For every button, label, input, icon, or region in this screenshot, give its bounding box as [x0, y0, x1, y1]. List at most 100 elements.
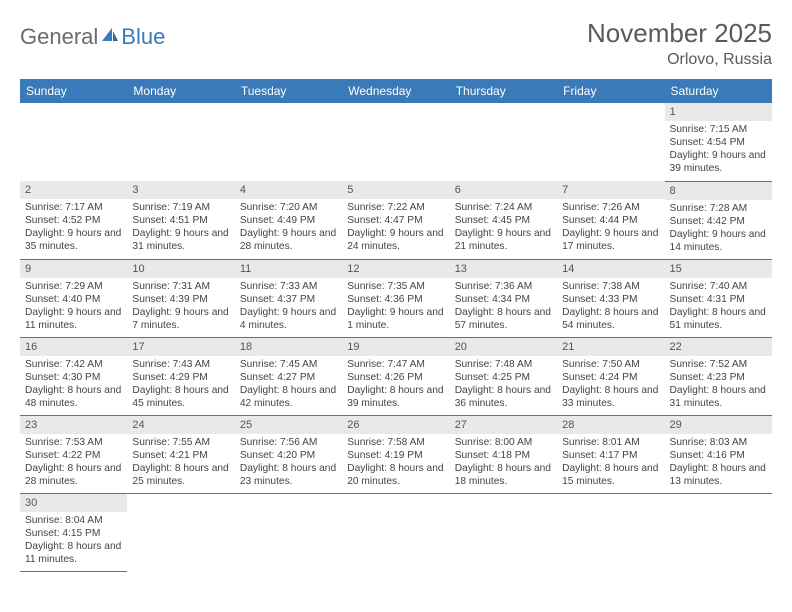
- day-number: 1: [665, 103, 772, 121]
- day-number: 24: [127, 416, 234, 434]
- sunrise-line: Sunrise: 7:31 AM: [132, 280, 229, 293]
- daylight-line: Daylight: 8 hours and 39 minutes.: [347, 384, 444, 410]
- sunset-line: Sunset: 4:49 PM: [240, 214, 337, 227]
- calendar-day: 5Sunrise: 7:22 AMSunset: 4:47 PMDaylight…: [342, 181, 449, 259]
- calendar-week: 9Sunrise: 7:29 AMSunset: 4:40 PMDaylight…: [20, 259, 772, 337]
- sunset-line: Sunset: 4:23 PM: [670, 371, 767, 384]
- sunrise-line: Sunrise: 7:29 AM: [25, 280, 122, 293]
- daylight-line: Daylight: 8 hours and 51 minutes.: [670, 306, 767, 332]
- calendar-table: SundayMondayTuesdayWednesdayThursdayFrid…: [20, 79, 772, 572]
- daylight-line: Daylight: 8 hours and 48 minutes.: [25, 384, 122, 410]
- calendar-day: 22Sunrise: 7:52 AMSunset: 4:23 PMDayligh…: [665, 337, 772, 415]
- sunset-line: Sunset: 4:27 PM: [240, 371, 337, 384]
- day-details: Sunrise: 7:53 AMSunset: 4:22 PMDaylight:…: [20, 434, 127, 492]
- daylight-line: Daylight: 8 hours and 42 minutes.: [240, 384, 337, 410]
- day-number: 13: [450, 260, 557, 278]
- sunset-line: Sunset: 4:19 PM: [347, 449, 444, 462]
- day-header: Sunday: [20, 79, 127, 103]
- daylight-line: Daylight: 8 hours and 57 minutes.: [455, 306, 552, 332]
- logo-text-2: Blue: [121, 24, 165, 50]
- calendar-day: 19Sunrise: 7:47 AMSunset: 4:26 PMDayligh…: [342, 337, 449, 415]
- daylight-line: Daylight: 8 hours and 33 minutes.: [562, 384, 659, 410]
- sunrise-line: Sunrise: 7:35 AM: [347, 280, 444, 293]
- day-number: 11: [235, 260, 342, 278]
- day-number: 9: [20, 260, 127, 278]
- sunset-line: Sunset: 4:17 PM: [562, 449, 659, 462]
- daylight-line: Daylight: 8 hours and 36 minutes.: [455, 384, 552, 410]
- sunset-line: Sunset: 4:37 PM: [240, 293, 337, 306]
- day-details: Sunrise: 7:29 AMSunset: 4:40 PMDaylight:…: [20, 278, 127, 336]
- sunset-line: Sunset: 4:42 PM: [670, 215, 767, 228]
- sunrise-line: Sunrise: 7:52 AM: [670, 358, 767, 371]
- calendar-day: 28Sunrise: 8:01 AMSunset: 4:17 PMDayligh…: [557, 415, 664, 493]
- daylight-line: Daylight: 8 hours and 28 minutes.: [25, 462, 122, 488]
- day-details: Sunrise: 7:55 AMSunset: 4:21 PMDaylight:…: [127, 434, 234, 492]
- calendar-day: [235, 493, 342, 571]
- day-number: 19: [342, 338, 449, 356]
- day-number: 4: [235, 181, 342, 199]
- sunset-line: Sunset: 4:40 PM: [25, 293, 122, 306]
- day-details: Sunrise: 7:52 AMSunset: 4:23 PMDaylight:…: [665, 356, 772, 414]
- day-number: 3: [127, 181, 234, 199]
- sunset-line: Sunset: 4:47 PM: [347, 214, 444, 227]
- day-header: Saturday: [665, 79, 772, 103]
- calendar-day: 8Sunrise: 7:28 AMSunset: 4:42 PMDaylight…: [665, 181, 772, 259]
- calendar-day: 13Sunrise: 7:36 AMSunset: 4:34 PMDayligh…: [450, 259, 557, 337]
- sunrise-line: Sunrise: 7:45 AM: [240, 358, 337, 371]
- sunset-line: Sunset: 4:26 PM: [347, 371, 444, 384]
- day-header: Thursday: [450, 79, 557, 103]
- calendar-week: 1Sunrise: 7:15 AMSunset: 4:54 PMDaylight…: [20, 103, 772, 181]
- sunrise-line: Sunrise: 7:38 AM: [562, 280, 659, 293]
- calendar-day: [127, 103, 234, 181]
- sunrise-line: Sunrise: 7:56 AM: [240, 436, 337, 449]
- day-header: Tuesday: [235, 79, 342, 103]
- day-number: 27: [450, 416, 557, 434]
- day-number: 16: [20, 338, 127, 356]
- sunrise-line: Sunrise: 7:28 AM: [670, 202, 767, 215]
- sunrise-line: Sunrise: 7:17 AM: [25, 201, 122, 214]
- day-details: Sunrise: 7:38 AMSunset: 4:33 PMDaylight:…: [557, 278, 664, 336]
- daylight-line: Daylight: 8 hours and 15 minutes.: [562, 462, 659, 488]
- calendar-day: 12Sunrise: 7:35 AMSunset: 4:36 PMDayligh…: [342, 259, 449, 337]
- day-number: 6: [450, 181, 557, 199]
- day-details: Sunrise: 7:42 AMSunset: 4:30 PMDaylight:…: [20, 356, 127, 414]
- calendar-day: [342, 493, 449, 571]
- sunrise-line: Sunrise: 7:48 AM: [455, 358, 552, 371]
- daylight-line: Daylight: 9 hours and 39 minutes.: [670, 149, 767, 175]
- calendar-day: 24Sunrise: 7:55 AMSunset: 4:21 PMDayligh…: [127, 415, 234, 493]
- day-number: 26: [342, 416, 449, 434]
- daylight-line: Daylight: 9 hours and 1 minute.: [347, 306, 444, 332]
- calendar-day: 23Sunrise: 7:53 AMSunset: 4:22 PMDayligh…: [20, 415, 127, 493]
- sunset-line: Sunset: 4:33 PM: [562, 293, 659, 306]
- day-header: Friday: [557, 79, 664, 103]
- calendar-day: 3Sunrise: 7:19 AMSunset: 4:51 PMDaylight…: [127, 181, 234, 259]
- page-title: November 2025: [587, 18, 772, 49]
- sunrise-line: Sunrise: 8:04 AM: [25, 514, 122, 527]
- calendar-day: 20Sunrise: 7:48 AMSunset: 4:25 PMDayligh…: [450, 337, 557, 415]
- sunrise-line: Sunrise: 7:33 AM: [240, 280, 337, 293]
- sunrise-line: Sunrise: 7:42 AM: [25, 358, 122, 371]
- sunset-line: Sunset: 4:51 PM: [132, 214, 229, 227]
- sunset-line: Sunset: 4:20 PM: [240, 449, 337, 462]
- sunset-line: Sunset: 4:44 PM: [562, 214, 659, 227]
- calendar-day: 25Sunrise: 7:56 AMSunset: 4:20 PMDayligh…: [235, 415, 342, 493]
- sunrise-line: Sunrise: 7:43 AM: [132, 358, 229, 371]
- day-number: 8: [665, 182, 772, 200]
- location-label: Orlovo, Russia: [587, 51, 772, 69]
- day-details: Sunrise: 7:31 AMSunset: 4:39 PMDaylight:…: [127, 278, 234, 336]
- day-number: 7: [557, 181, 664, 199]
- sunrise-line: Sunrise: 7:50 AM: [562, 358, 659, 371]
- calendar-day: [450, 493, 557, 571]
- day-number: 10: [127, 260, 234, 278]
- daylight-line: Daylight: 8 hours and 31 minutes.: [670, 384, 767, 410]
- sunset-line: Sunset: 4:25 PM: [455, 371, 552, 384]
- day-number: 29: [665, 416, 772, 434]
- daylight-line: Daylight: 9 hours and 17 minutes.: [562, 227, 659, 253]
- sunrise-line: Sunrise: 7:20 AM: [240, 201, 337, 214]
- sunset-line: Sunset: 4:29 PM: [132, 371, 229, 384]
- day-details: Sunrise: 7:35 AMSunset: 4:36 PMDaylight:…: [342, 278, 449, 336]
- daylight-line: Daylight: 9 hours and 28 minutes.: [240, 227, 337, 253]
- day-number: 25: [235, 416, 342, 434]
- calendar-day: 9Sunrise: 7:29 AMSunset: 4:40 PMDaylight…: [20, 259, 127, 337]
- calendar-day: [20, 103, 127, 181]
